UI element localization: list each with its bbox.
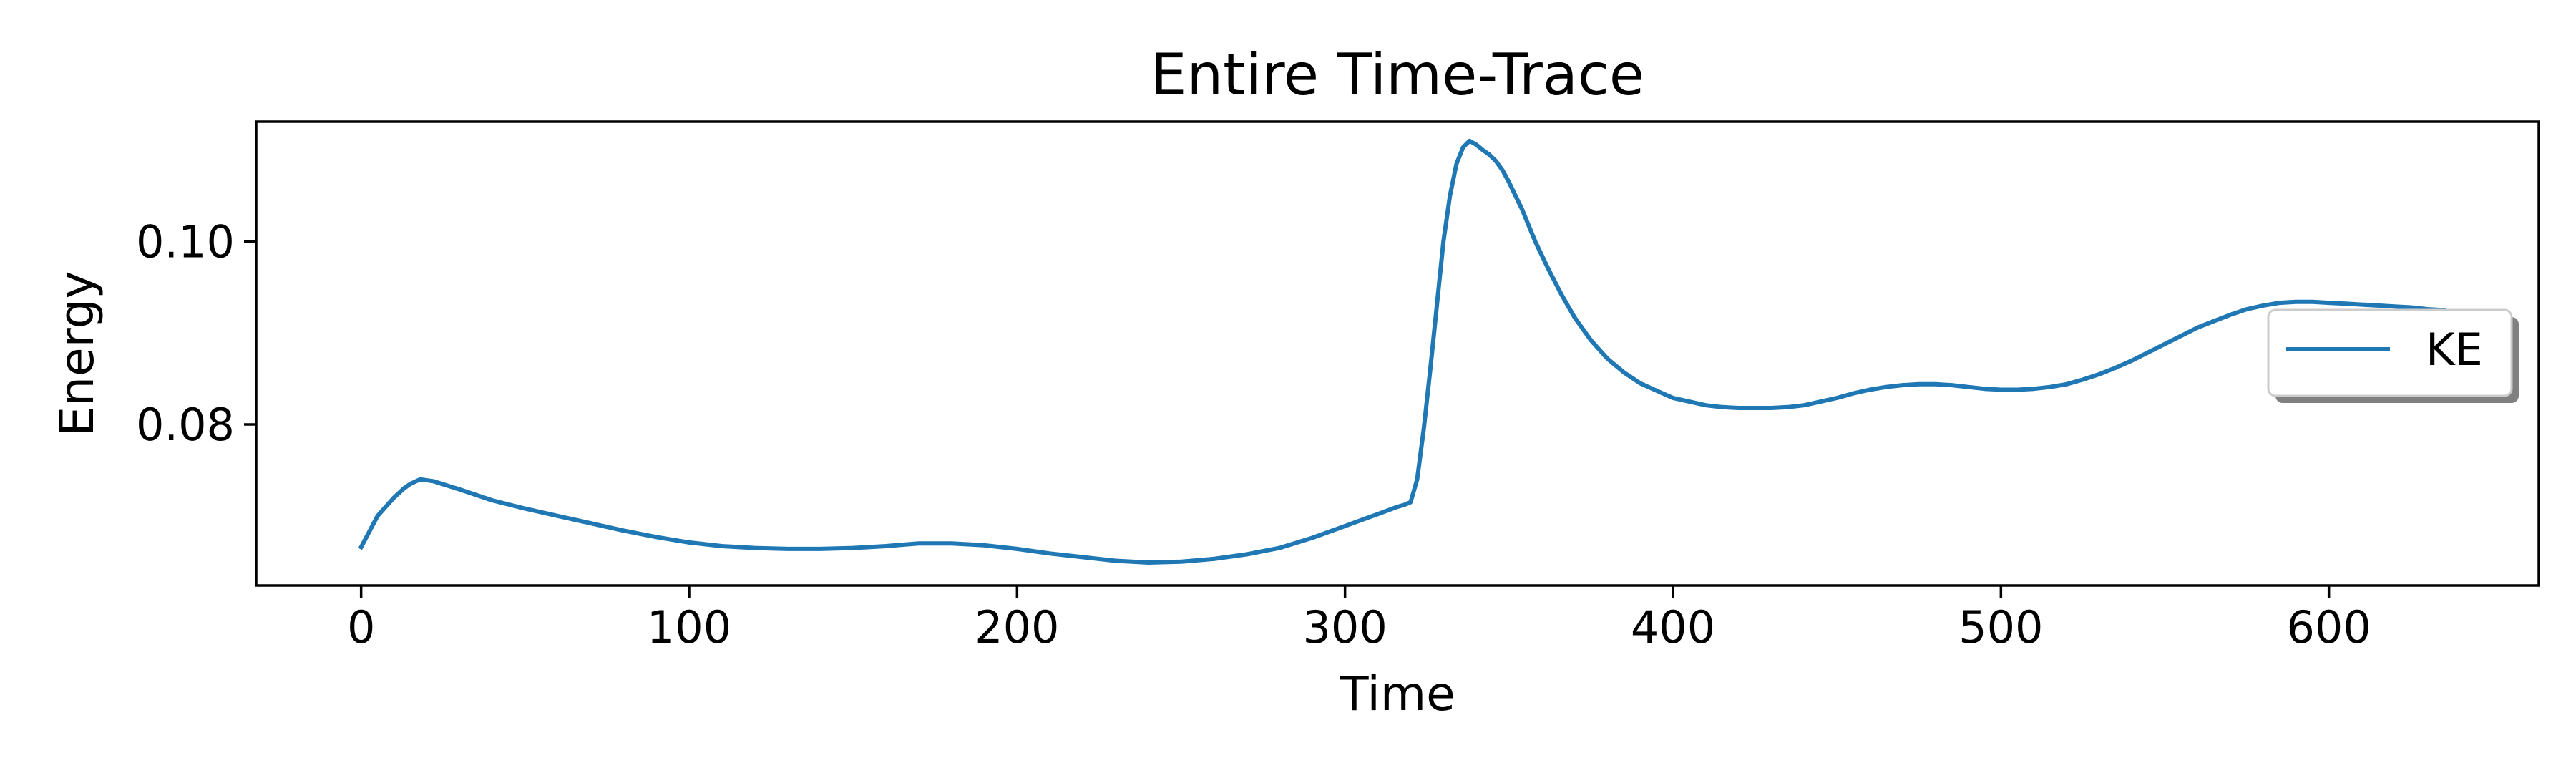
x-tick-label: 500: [1958, 601, 2043, 653]
x-tick-label: 400: [1631, 601, 1715, 653]
chart-title: Entire Time-Trace: [1151, 42, 1644, 108]
legend[interactable]: KE: [2267, 308, 2519, 403]
x-axis: 0 100 200 300 400 500 600: [347, 585, 2371, 653]
series-layer: [358, 138, 2446, 565]
legend-ke-label: KE: [2426, 324, 2483, 376]
series-ke-line: [358, 138, 2446, 565]
x-tick-label: 300: [1302, 601, 1387, 653]
x-tick-label: 0: [347, 601, 375, 653]
x-tick-label: 600: [2286, 601, 2371, 653]
legend-box: [2267, 308, 2513, 397]
y-tick-label: 0.08: [136, 399, 235, 451]
y-axis: 0.08 0.10: [136, 215, 256, 451]
x-axis-label: Time: [1339, 666, 1455, 721]
y-tick-label: 0.10: [136, 215, 235, 268]
y-axis-label: Energy: [49, 271, 104, 436]
x-tick-label: 200: [975, 601, 1059, 653]
axes-frame: [255, 120, 2540, 587]
x-tick-label: 100: [647, 601, 731, 653]
